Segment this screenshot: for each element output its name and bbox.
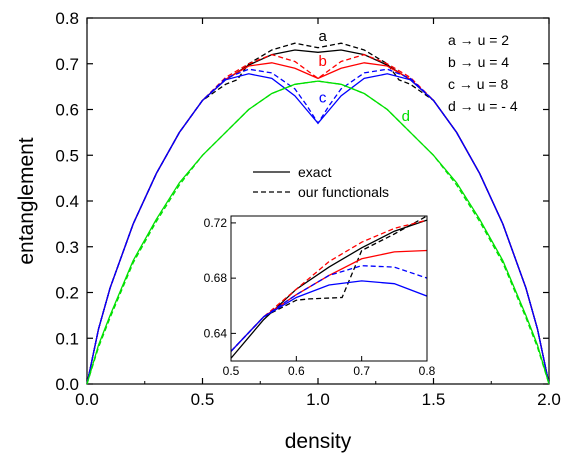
x-axis-title: density <box>285 430 352 453</box>
inset-x-tick-label: 0.7 <box>353 364 370 378</box>
y-tick-label: 0.7 <box>55 55 79 74</box>
curve-label-a: a <box>318 28 327 45</box>
x-tick-label: 0.5 <box>191 390 215 409</box>
y-tick-label: 0.5 <box>55 146 79 165</box>
curve-label-b: b <box>318 53 326 70</box>
y-tick-label: 0.8 <box>55 9 79 28</box>
key-line-b: b → u = 4 <box>448 54 509 70</box>
y-tick-label: 0.0 <box>55 375 79 394</box>
x-tick-label: 1.0 <box>306 390 330 409</box>
inset-y-tick-label: 0.72 <box>204 216 228 230</box>
key-line-c: c → u = 8 <box>448 76 509 92</box>
inset-y-tick-label: 0.64 <box>204 326 228 340</box>
x-tick-label: 1.5 <box>422 390 446 409</box>
inset-background <box>231 216 427 361</box>
y-tick-label: 0.4 <box>55 192 79 211</box>
legend-label-functionals: our functionals <box>298 184 389 200</box>
curve-label-c: c <box>319 90 327 107</box>
inset-x-tick-label: 0.5 <box>223 364 240 378</box>
curve-label-d: d <box>402 108 410 125</box>
y-tick-label: 0.6 <box>55 101 79 120</box>
legend-label-exact: exact <box>298 164 332 180</box>
legend: exact our functionals <box>253 164 389 200</box>
inset-x-tick-label: 0.8 <box>419 364 436 378</box>
y-tick-label: 0.3 <box>55 238 79 257</box>
inset-plot: 0.5 0.6 0.7 0.8 0.64 0.68 0.72 <box>204 216 436 378</box>
inset-x-tick-label: 0.6 <box>288 364 305 378</box>
y-tick-label: 0.2 <box>55 284 79 303</box>
key-line-a: a → u = 2 <box>448 32 509 48</box>
curve-key: a → u = 2 b → u = 4 c → u = 8 d → u = - … <box>448 32 518 114</box>
x-tick-label: 2.0 <box>537 390 561 409</box>
y-tick-label: 0.1 <box>55 329 79 348</box>
key-line-d: d → u = - 4 <box>448 98 518 114</box>
inset-y-tick-label: 0.68 <box>204 271 228 285</box>
y-axis-title: entanglement <box>15 137 38 264</box>
